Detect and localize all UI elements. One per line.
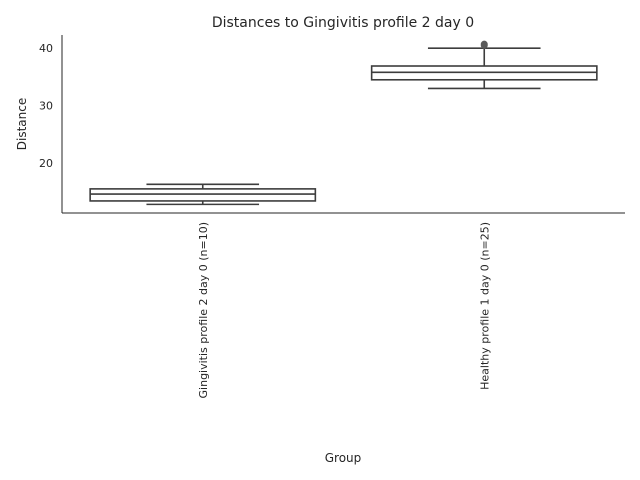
outlier-point xyxy=(480,40,488,48)
y-tick-label: 30 xyxy=(39,100,53,113)
chart-title: Distances to Gingivitis profile 2 day 0 xyxy=(212,15,474,31)
box-group xyxy=(89,183,317,206)
x-ticks: Gingivitis profile 2 day 0 (n=10) Healthy… xyxy=(197,222,492,398)
y-tick-label: 20 xyxy=(39,157,53,170)
y-tick-label: 40 xyxy=(39,42,53,55)
x-tick-label: Healthy profile 1 day 0 (n=25) xyxy=(478,222,491,390)
y-axis-label: Distance xyxy=(15,98,29,150)
x-axis-label: Group xyxy=(325,451,362,465)
boxes xyxy=(89,40,598,206)
box-group xyxy=(370,40,598,90)
box-iqr xyxy=(89,188,317,202)
y-ticks: 20 30 40 xyxy=(39,42,53,170)
x-tick-label: Gingivitis profile 2 day 0 (n=10) xyxy=(197,222,210,398)
